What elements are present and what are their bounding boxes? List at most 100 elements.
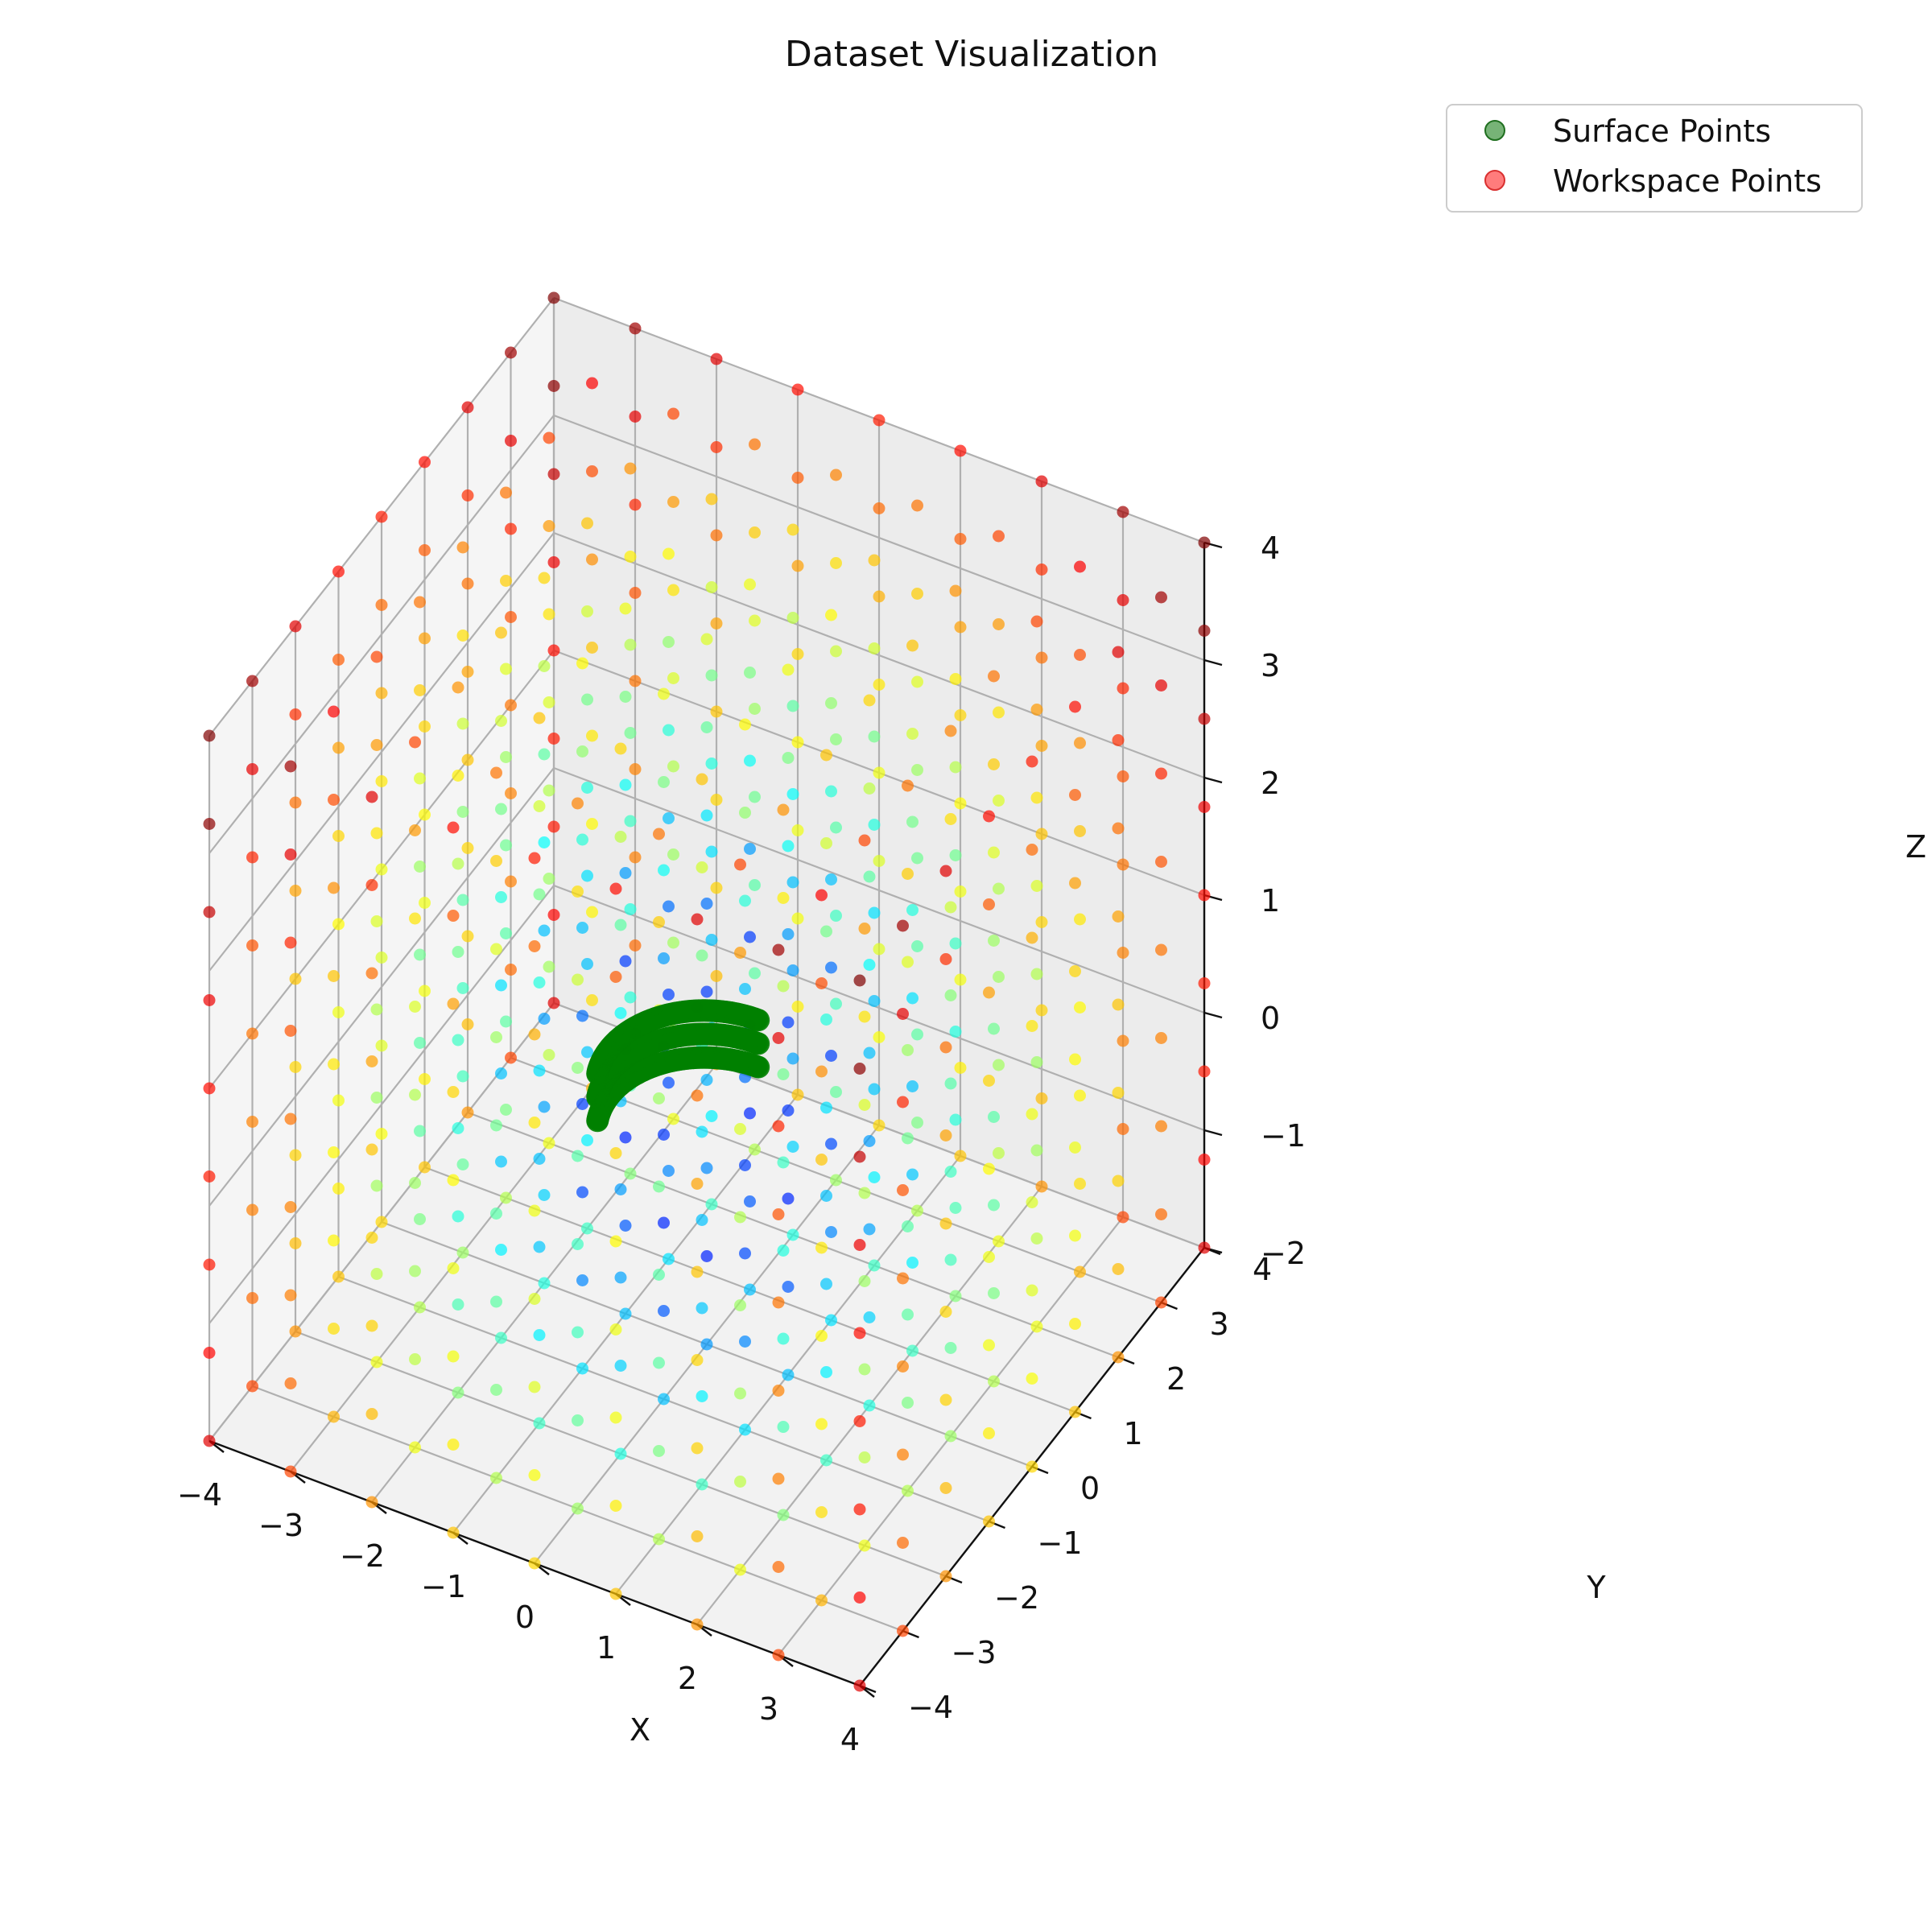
x-tick-label: −4 <box>177 1477 222 1513</box>
z-tick-label: −2 <box>1261 1236 1306 1271</box>
workspace-point <box>328 794 340 806</box>
workspace-point <box>663 547 675 560</box>
workspace-point <box>825 873 837 886</box>
gridline-back-z <box>553 414 1205 662</box>
workspace-point <box>983 1162 995 1175</box>
workspace-point <box>419 632 431 645</box>
workspace-point <box>772 1472 785 1485</box>
workspace-point <box>786 964 799 976</box>
workspace-point <box>1117 947 1129 959</box>
workspace-point <box>419 720 431 733</box>
workspace-point <box>586 553 598 566</box>
workspace-point <box>447 1439 460 1451</box>
workspace-point <box>705 1198 718 1211</box>
workspace-point <box>629 675 642 687</box>
workspace-point <box>939 1306 952 1318</box>
workspace-point <box>744 1283 756 1296</box>
workspace-point <box>873 679 886 691</box>
workspace-point <box>853 974 866 987</box>
z-tick-label: −1 <box>1261 1118 1306 1154</box>
gridline-back-z <box>553 766 1205 1014</box>
workspace-point <box>983 1251 995 1263</box>
workspace-point <box>619 1131 632 1144</box>
workspace-point <box>820 1013 832 1026</box>
workspace-point <box>777 803 790 816</box>
workspace-point <box>1155 943 1167 956</box>
workspace-point <box>1074 825 1086 837</box>
workspace-point <box>452 770 464 782</box>
workspace-point <box>868 906 881 919</box>
workspace-point <box>419 456 431 469</box>
workspace-point <box>505 435 517 447</box>
workspace-point <box>897 1008 909 1020</box>
workspace-point <box>547 997 560 1009</box>
workspace-point <box>505 522 517 535</box>
workspace-point <box>447 1350 460 1363</box>
workspace-point <box>619 867 632 879</box>
workspace-point <box>906 815 919 828</box>
workspace-point <box>939 1217 952 1230</box>
workspace-point <box>375 952 388 964</box>
workspace-point <box>289 796 302 809</box>
workspace-point <box>949 1026 962 1038</box>
workspace-point <box>744 843 756 855</box>
workspace-point <box>533 1241 546 1253</box>
workspace-point <box>906 728 919 740</box>
workspace-point <box>289 885 302 897</box>
workspace-point <box>461 930 474 943</box>
workspace-point <box>993 1147 1005 1159</box>
workspace-point <box>586 465 598 477</box>
workspace-point <box>791 1088 804 1101</box>
workspace-point <box>203 1082 216 1095</box>
workspace-point <box>667 760 679 773</box>
workspace-point <box>988 1022 1000 1035</box>
workspace-point <box>456 982 469 994</box>
workspace-point <box>576 1362 588 1375</box>
workspace-point <box>370 827 383 840</box>
workspace-point <box>1074 737 1086 749</box>
workspace-point <box>533 800 546 812</box>
workspace-point <box>490 1295 502 1308</box>
workspace-point <box>830 733 842 745</box>
workspace-point <box>734 858 746 871</box>
workspace-point <box>495 979 507 992</box>
workspace-point <box>906 639 919 652</box>
workspace-point <box>710 705 723 718</box>
workspace-point <box>543 1049 555 1061</box>
workspace-point <box>1026 1284 1038 1297</box>
workspace-point <box>1117 1211 1129 1224</box>
workspace-point <box>902 956 914 968</box>
workspace-point <box>815 1506 828 1518</box>
workspace-point <box>246 939 258 952</box>
workspace-point <box>332 830 345 842</box>
workspace-point <box>858 834 871 847</box>
workspace-point <box>653 916 665 928</box>
workspace-point <box>538 1189 551 1201</box>
workspace-point <box>791 383 804 396</box>
workspace-point <box>284 1465 297 1478</box>
workspace-point <box>375 687 388 700</box>
workspace-point <box>586 729 598 742</box>
workspace-point <box>581 782 593 794</box>
workspace-point <box>1026 755 1038 768</box>
workspace-point <box>988 1111 1000 1123</box>
y-tick-label: −2 <box>994 1580 1039 1616</box>
workspace-point <box>786 523 799 536</box>
workspace-point <box>786 788 799 800</box>
workspace-point <box>993 530 1005 543</box>
workspace-point <box>744 754 756 767</box>
workspace-point <box>954 621 967 634</box>
workspace-point <box>858 1363 871 1376</box>
workspace-point <box>1155 1208 1167 1220</box>
workspace-point <box>328 1146 340 1158</box>
workspace-point <box>902 1044 914 1056</box>
workspace-point <box>370 915 383 927</box>
workspace-point <box>653 1180 665 1193</box>
workspace-point <box>820 1454 832 1467</box>
workspace-point <box>609 1500 622 1512</box>
workspace-point <box>658 1393 670 1406</box>
workspace-point <box>461 489 474 502</box>
workspace-point <box>658 952 670 964</box>
x-tick-label: −2 <box>340 1538 385 1574</box>
workspace-point <box>772 1561 785 1573</box>
